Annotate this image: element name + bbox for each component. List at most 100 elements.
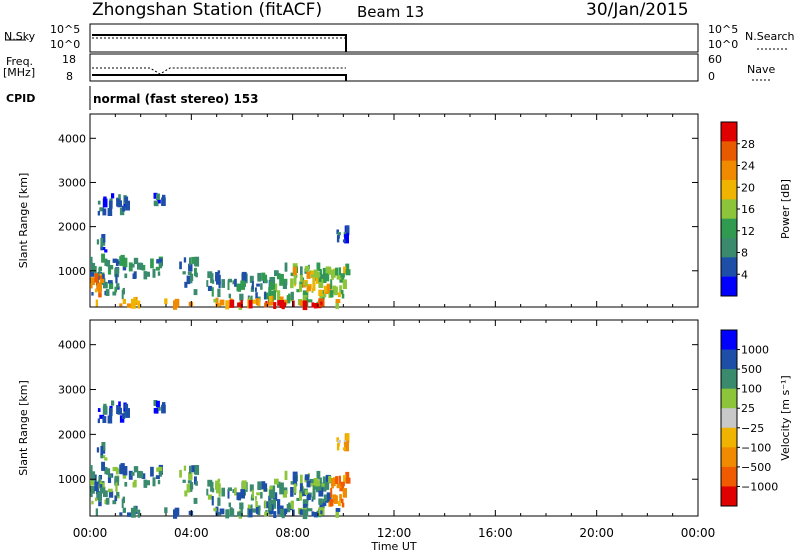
power-cell [95,299,98,307]
velocity-cell [318,484,322,491]
velocity-cell [321,483,325,487]
colorbar-swatch [721,427,737,448]
power-cell [318,289,323,296]
power-cell [322,277,327,283]
power-cell [305,291,309,298]
velocity-cell [283,509,288,513]
velocity-cell [99,484,103,489]
velocity-cell [100,453,104,459]
power-cell [284,302,287,307]
power-cell [239,293,244,301]
freq-label: Freq. [6,55,34,68]
power-cell [101,247,106,251]
power-cell [257,272,262,282]
power-cell [335,299,341,303]
colorbar-swatch [721,447,737,468]
power-cell [105,289,110,296]
power-cell [264,291,267,300]
velocity-cell [124,403,129,410]
colorbar-tick-label: 12 [741,225,755,238]
power-cell [290,291,294,301]
power-cell [186,275,191,285]
velocity-cell [278,482,284,488]
velocity-cell [340,481,345,487]
velocity-cell [324,482,330,490]
velocity-cell [115,482,118,492]
power-cell [319,295,323,302]
panel-frames [5,23,787,517]
velocity-cell [250,496,254,501]
nsky-panel-frame [89,23,699,53]
power-cell [97,210,100,216]
velocity-cell [325,474,330,482]
power-cell [237,302,241,308]
colorbar-tick-label: 500 [741,363,762,376]
power-cell [250,295,253,301]
power-cell [321,298,325,307]
velocity-cell [114,495,118,501]
velocity-cell [310,479,315,483]
power-cell [313,303,318,309]
nave-tick-low: 0 [708,70,715,83]
power-cell [100,274,105,280]
velocity-cell [155,475,160,479]
velocity-cell [319,477,322,484]
velocity-cell [188,472,193,480]
velocity-cell [150,466,154,477]
colorbar-swatch [721,466,737,487]
velocity-cell [162,402,166,408]
velocity-cell [159,470,162,477]
velocity-cell [249,484,254,492]
power-cell [340,289,344,295]
velocity-cell [132,481,136,488]
power-cell [277,300,281,306]
velocity-cell [286,504,291,513]
velocity-cell [325,496,328,501]
power-cell [193,289,198,296]
power-cell [159,262,162,269]
power-cell [318,279,324,288]
power-cell [183,257,187,263]
velocity-cell [158,466,163,473]
power-cell [184,281,188,288]
power-cell [122,257,128,268]
velocity-cell [335,508,339,518]
nsky-tick-low: 10^0 [50,38,81,51]
power-cell [277,290,281,301]
power-cell [139,262,144,270]
colorbar-swatch [721,349,737,370]
colorbar-tick-label: 24 [741,160,755,173]
power-cell [273,290,277,300]
power-cell [337,232,341,236]
velocity-cell [264,511,269,517]
colorbar-tick-label: −100 [741,441,771,454]
velocity-panel-frame [89,319,699,517]
power-cell [328,267,332,275]
power-cell [345,263,350,271]
velocity-cell [279,486,284,495]
power-cell [333,286,338,296]
velocity-cell [250,504,253,510]
power-cell [268,301,273,306]
power-cell [315,271,320,278]
velocity-cell [100,482,105,488]
power-cell [312,283,316,291]
velocity-cell [279,508,285,517]
power-cell [122,287,125,295]
y-tick-label: 2000 [58,428,86,441]
power-cell [283,300,288,304]
power-cell [303,295,308,300]
colorbar-swatch [721,180,737,200]
power-cell [325,266,330,274]
velocity-cell [234,487,237,496]
power-cell [321,274,325,279]
power-cell [250,287,254,292]
velocity-cell [179,469,182,478]
velocity-cell [293,483,297,493]
velocity-cell [107,475,112,483]
velocity-cell [123,408,126,416]
power-cell [107,266,112,275]
velocity-cell [302,499,307,509]
power-cell [191,256,196,264]
velocity-cell [157,479,161,485]
